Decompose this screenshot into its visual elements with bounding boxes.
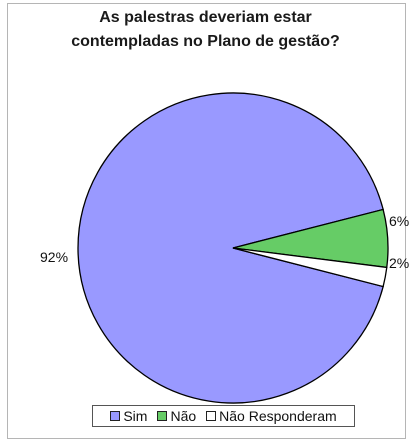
legend-label-nao-responderam: Não Responderam: [219, 408, 337, 424]
legend-label-sim: Sim: [123, 408, 148, 424]
data-label-nao-responderam: 2%: [389, 255, 409, 271]
legend-swatch-nao: [157, 411, 168, 421]
legend-swatch-nao-responderam: [206, 411, 217, 421]
data-label-nao: 6%: [389, 213, 409, 229]
pie-slice-sim: [77, 92, 384, 404]
chart-title-line-1: As palestras deveriam estar: [99, 9, 312, 26]
legend-item-nao-responderam: Não Responderam: [206, 408, 337, 424]
legend-swatch-sim: [110, 411, 121, 421]
chart-title-line-2: contempladas no Plano de gestão?: [71, 33, 340, 50]
data-label-sim: 92%: [40, 249, 68, 265]
pie-slice-nao-responderam: [232, 247, 388, 288]
legend-item-sim: Sim: [110, 408, 147, 424]
legend-item-nao: Não: [157, 408, 196, 424]
legend-label-nao: Não: [170, 408, 197, 424]
legend: Sim Não Não Responderam: [92, 405, 355, 427]
